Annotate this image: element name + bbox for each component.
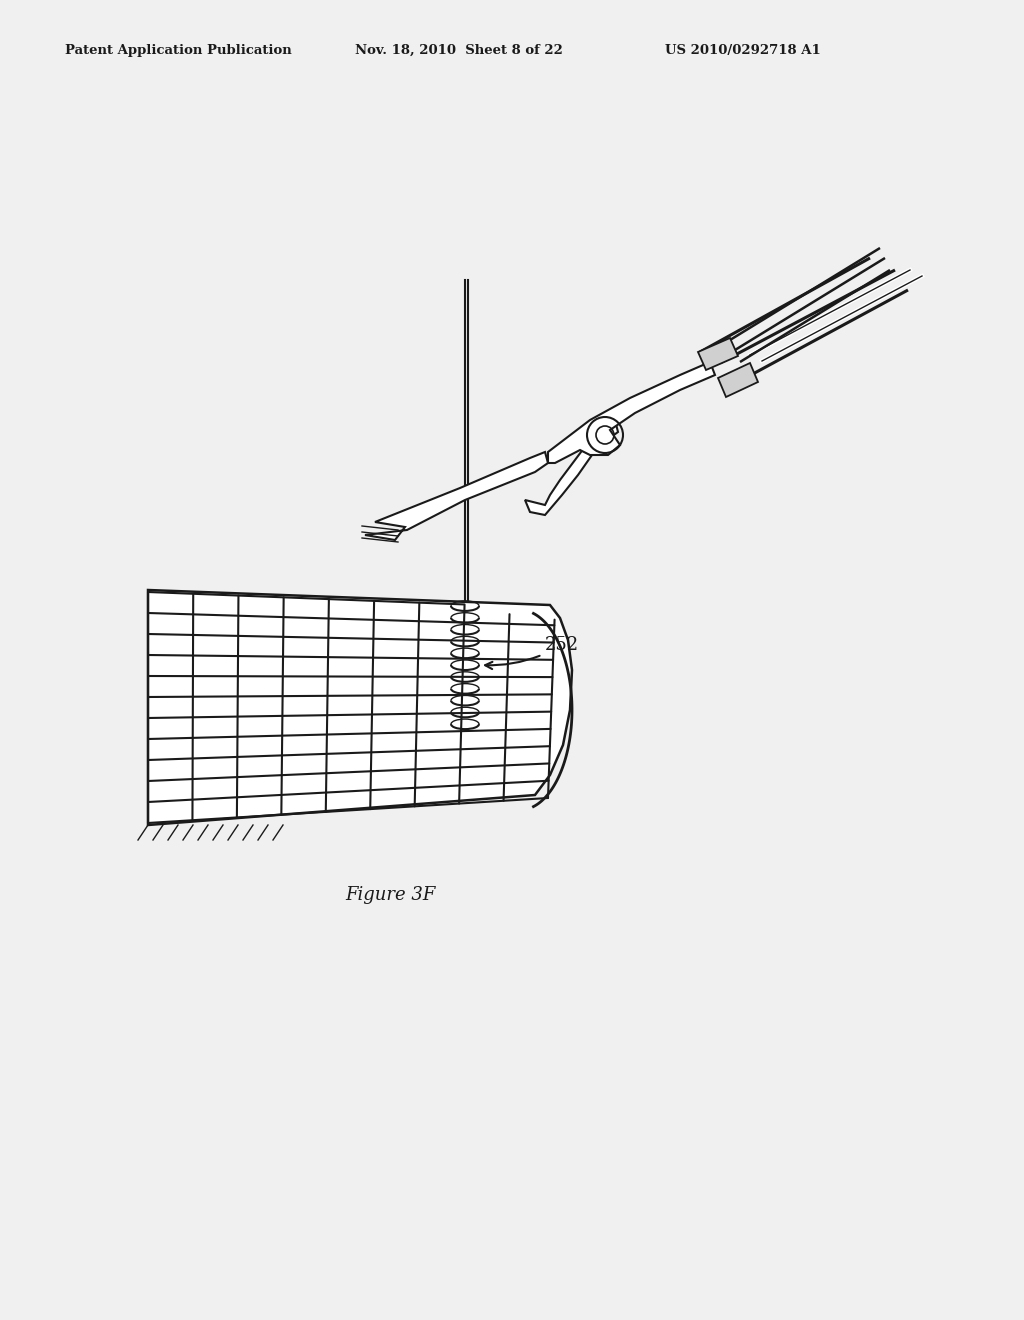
Polygon shape	[525, 420, 618, 515]
Polygon shape	[365, 451, 548, 540]
Text: US 2010/0292718 A1: US 2010/0292718 A1	[665, 44, 821, 57]
Polygon shape	[148, 590, 572, 825]
Text: 252: 252	[485, 636, 580, 669]
Text: Patent Application Publication: Patent Application Publication	[65, 44, 292, 57]
Polygon shape	[698, 338, 738, 370]
Text: Nov. 18, 2010  Sheet 8 of 22: Nov. 18, 2010 Sheet 8 of 22	[355, 44, 563, 57]
Polygon shape	[718, 363, 758, 397]
Text: Figure 3F: Figure 3F	[345, 886, 435, 904]
Polygon shape	[548, 362, 715, 463]
